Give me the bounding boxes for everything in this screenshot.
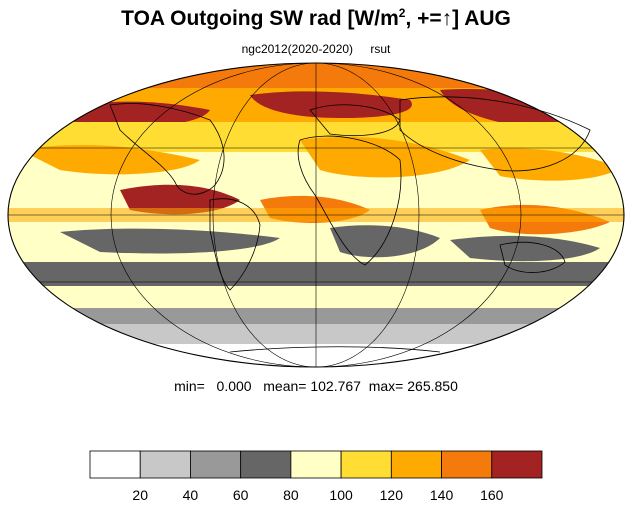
mean-value: 102.767 — [310, 378, 361, 394]
min-label: min= — [174, 378, 205, 394]
max-value: 265.850 — [407, 378, 458, 394]
chart-title: TOA Outgoing SW rad [W/m2, +=↑] AUG — [121, 6, 511, 30]
colorbar-tick-label: 120 — [380, 487, 404, 503]
coast-asia — [399, 96, 591, 172]
colorbar-tick-label: 20 — [132, 487, 148, 503]
min-value: 0.000 — [216, 378, 252, 394]
colorbar-labels: 20 40 60 80 100 120 140 160 — [132, 487, 503, 503]
cell-arctic-cloud — [250, 91, 412, 118]
coast-south-america — [209, 198, 261, 291]
colorbar-tick-label: 40 — [183, 487, 199, 503]
mean-label: mean= — [263, 378, 307, 394]
colorbar-tick-label: 80 — [283, 487, 299, 503]
map-border — [7, 62, 625, 368]
colorbar-tick-label: 100 — [329, 487, 353, 503]
cell-sahara — [300, 136, 470, 178]
cell-asia — [480, 148, 620, 181]
colorbar-box — [290, 450, 342, 479]
chart-subtitle: ngc2012(2020-2020) rsut — [0, 42, 632, 56]
coast-africa — [297, 135, 402, 266]
coast-antarctica — [229, 346, 441, 353]
colorbar-box — [190, 450, 242, 479]
colorbar-box — [340, 450, 392, 479]
colorbar-box — [240, 450, 292, 479]
colorbar-box — [139, 450, 191, 479]
cell-npac-mid — [20, 145, 200, 175]
colorbar-tick-label: 140 — [430, 487, 454, 503]
colorbar-tick-label: 160 — [480, 487, 504, 503]
colorbar-tick-label: 60 — [233, 487, 249, 503]
title-superscript: 2 — [398, 6, 406, 20]
coast-australia — [499, 241, 566, 273]
colorbar-boxes — [89, 450, 543, 479]
stats-line: min= 0.000 mean= 102.767 max= 265.850 — [0, 378, 632, 394]
colorbar-box — [441, 450, 493, 479]
run-label: ngc2012(2020-2020) — [241, 42, 354, 56]
graticule — [8, 63, 624, 367]
variable-label: rsut — [370, 42, 391, 56]
cell-indian-clear — [450, 235, 600, 262]
colorbar-box — [390, 450, 442, 479]
cell-sepac-clear — [60, 228, 280, 254]
colorbar-box — [89, 450, 141, 479]
meridian-120 — [110, 63, 522, 367]
meridian-60 — [212, 63, 420, 367]
max-label: max= — [368, 378, 404, 394]
colorbar-box — [491, 450, 543, 479]
coastlines — [109, 96, 591, 353]
